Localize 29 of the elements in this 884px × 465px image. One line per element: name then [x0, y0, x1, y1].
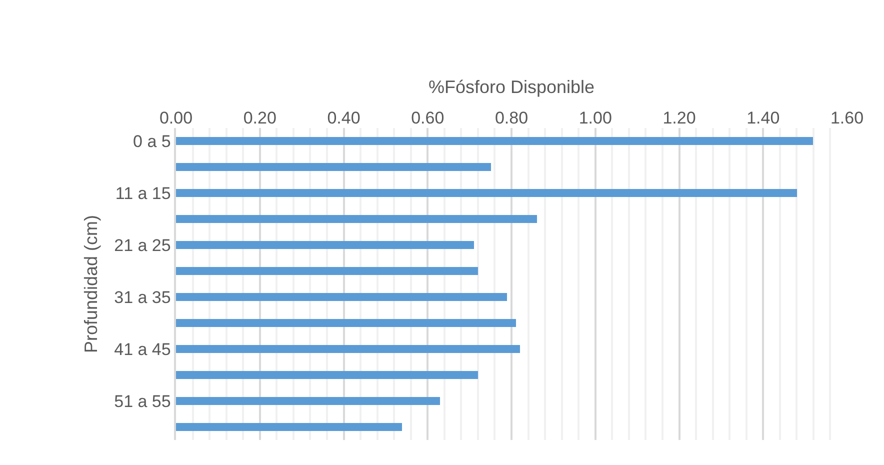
- x-tick-label: 1.60: [830, 108, 864, 128]
- y-tick-label: 41 a 45: [114, 340, 171, 359]
- bar: [176, 163, 491, 171]
- y-tick-label: 0 a 5: [133, 132, 171, 151]
- bar: [176, 319, 516, 327]
- x-tick-label: 0.20: [243, 108, 276, 128]
- y-tick-label: 31 a 35: [114, 288, 171, 307]
- y-tick-label: 51 a 55: [114, 392, 171, 411]
- x-tick-label: 0.80: [494, 108, 528, 128]
- x-tick-label: 0.00: [159, 108, 193, 128]
- bar: [176, 267, 478, 275]
- x-tick-label: 1.40: [746, 108, 780, 128]
- x-tick-label: 1.20: [662, 108, 696, 128]
- x-tick-label: 1.00: [578, 108, 612, 128]
- bar: [176, 345, 520, 353]
- bar: [176, 371, 478, 379]
- y-axis-title: Profundidad (cm): [80, 214, 101, 354]
- bar: [176, 397, 440, 405]
- bar: [176, 423, 402, 431]
- x-axis-title: %Fósforo Disponible: [428, 76, 595, 97]
- bar: [176, 293, 507, 301]
- y-tick-label: 11 a 15: [115, 184, 171, 203]
- bar: [176, 189, 797, 197]
- x-tick-label: 0.60: [411, 108, 444, 128]
- bar: [176, 215, 537, 223]
- bar: [176, 137, 813, 145]
- bar: [176, 241, 474, 249]
- x-tick-label: 0.40: [327, 108, 360, 128]
- y-tick-label: 21 a 25: [114, 236, 171, 255]
